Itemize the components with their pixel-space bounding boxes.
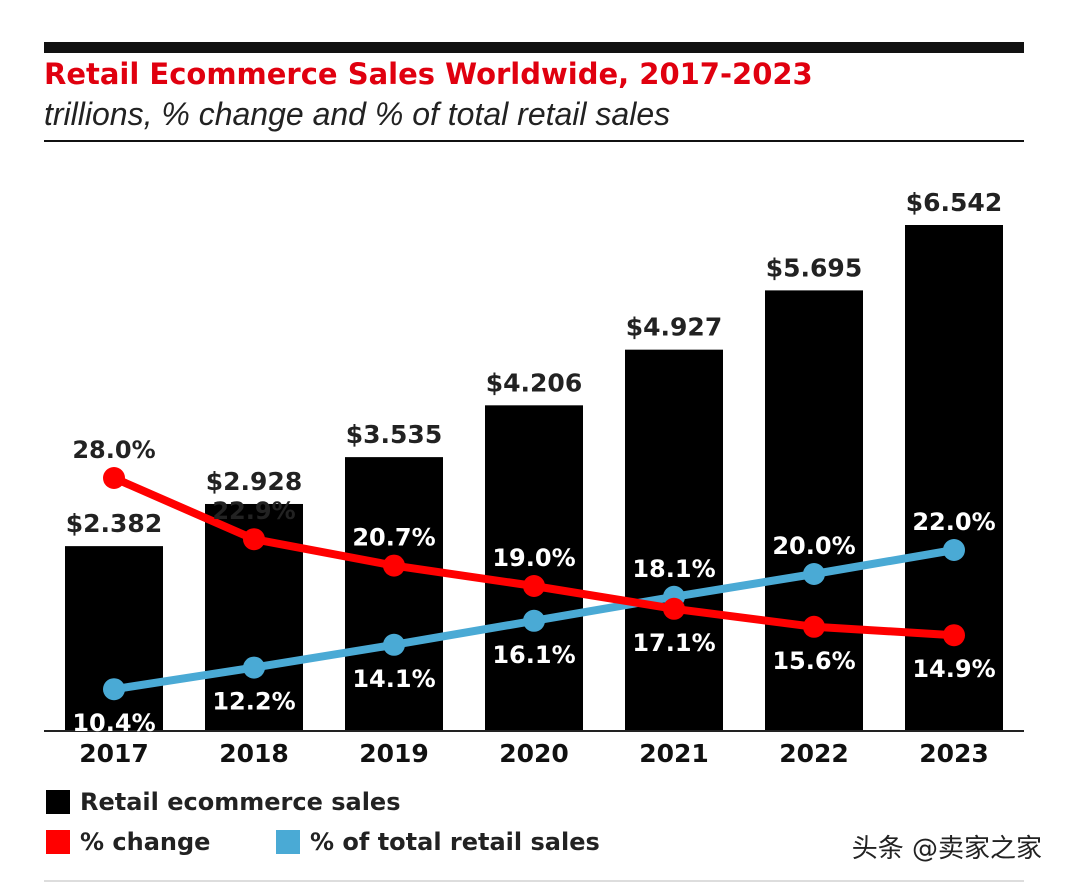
share-label-2022: 20.0% [772,532,855,560]
legend-swatch-share [276,830,300,854]
change-label-2022: 15.6% [772,647,855,675]
share-label-2017: 10.4% [72,709,155,737]
legend-label-share: % of total retail sales [310,828,600,856]
x-tick-label-2017: 2017 [79,739,149,768]
bar-label-2017: $2.382 [66,509,162,538]
change-label-2023: 14.9% [912,655,995,683]
subtitle-rule [44,140,1024,142]
bar-2017 [65,546,163,730]
change-point-2023 [943,624,965,647]
change-point-2021 [663,597,685,620]
share-label-2020: 16.1% [492,641,575,669]
share-point-2018 [243,656,265,679]
change-label-2019: 20.7% [352,524,435,552]
bar-label-2018: $2.928 [206,467,302,496]
change-point-2020 [523,575,545,597]
bar-2021 [625,349,723,730]
share-label-2023: 22.0% [912,508,995,536]
legend-label-change: % change [80,828,211,856]
chart-subtitle: trillions, % change and % of total retai… [44,96,671,132]
legend-item-change: % change [46,828,210,856]
change-point-2018 [243,528,265,551]
legend-item-sales: Retail ecommerce sales [46,788,400,816]
bar-2020 [485,405,583,730]
change-label-2017: 28.0% [72,436,155,464]
chart-title: Retail Ecommerce Sales Worldwide, 2017-2… [44,57,813,91]
x-tick-label-2022: 2022 [779,739,849,768]
x-tick-label-2021: 2021 [639,739,709,768]
legend-swatch-change [46,830,70,854]
bar-label-2022: $5.695 [766,253,862,282]
legend-item-share: % of total retail sales [276,828,600,856]
x-tick-label-2019: 2019 [359,739,429,768]
change-label-2021: 17.1% [632,629,715,657]
x-tick-label-2023: 2023 [919,739,989,768]
share-label-2021: 18.1% [632,555,715,583]
share-point-2020 [523,609,545,632]
legend-label-sales: Retail ecommerce sales [80,788,401,816]
change-point-2019 [383,554,405,577]
share-label-2019: 14.1% [352,665,435,693]
change-point-2022 [803,615,825,638]
share-point-2022 [803,563,825,585]
bar-label-2019: $3.535 [346,420,442,449]
bar-2022 [765,290,863,730]
bar-2019 [345,457,443,730]
bottom-rule [44,880,1024,882]
bar-label-2020: $4.206 [486,368,582,397]
x-tick-label-2020: 2020 [499,739,569,768]
share-point-2023 [943,539,965,561]
bar-label-2021: $4.927 [626,313,722,342]
change-label-2018: 22.9% [212,497,295,525]
legend-swatch-sales [46,790,70,814]
share-point-2019 [383,633,405,656]
share-label-2018: 12.2% [212,688,295,716]
change-label-2020: 19.0% [492,544,575,572]
change-point-2017 [103,467,125,489]
x-tick-label-2018: 2018 [219,739,289,768]
bar-label-2023: $6.542 [906,188,1002,217]
top-rule [44,42,1024,53]
watermark: 头条 @卖家之家 [851,834,1042,864]
share-point-2017 [103,678,125,701]
